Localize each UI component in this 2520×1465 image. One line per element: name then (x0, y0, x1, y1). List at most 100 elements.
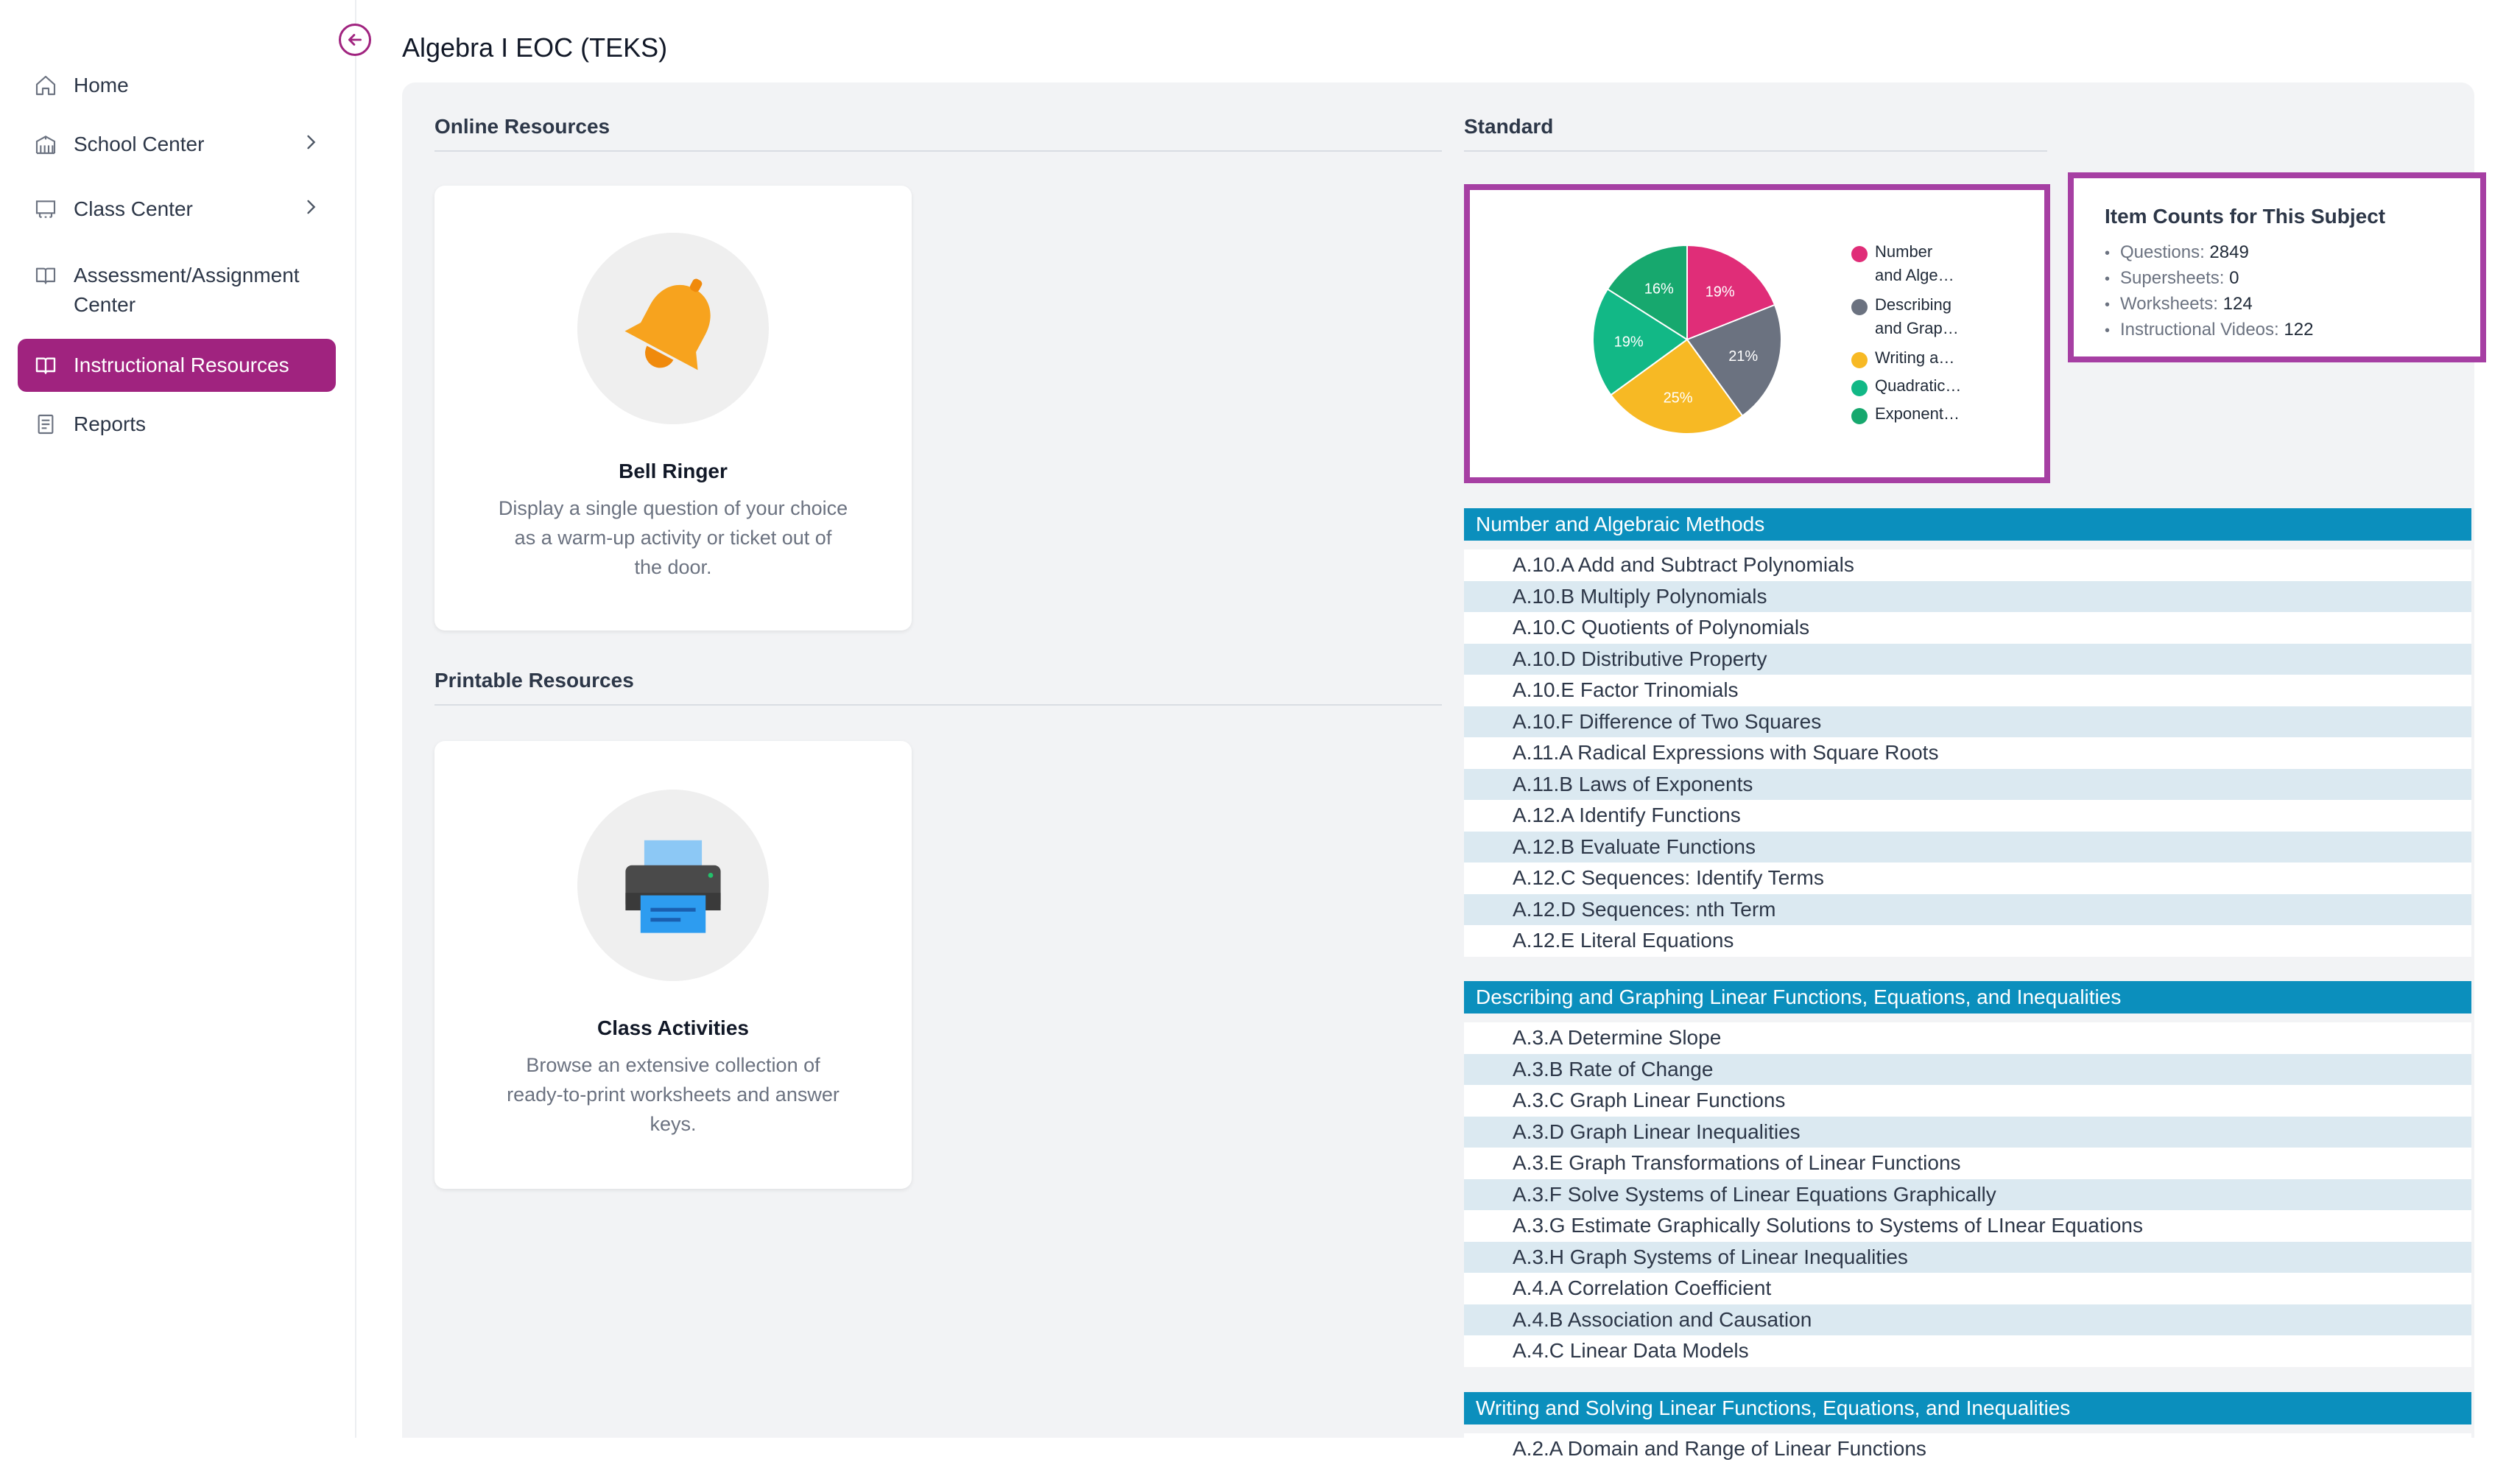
count-label: Instructional Videos: (2120, 320, 2279, 340)
card-description-line: the door. (634, 556, 712, 578)
sidebar-item-label-line2: Center (74, 293, 136, 316)
pie-slice-label: 19% (1614, 334, 1644, 350)
count-value: 122 (2284, 320, 2314, 340)
pie-slice[interactable] (1592, 288, 1689, 396)
card-description-line: Display a single question of your choice (498, 497, 848, 519)
legend-label: Describing (1875, 295, 1951, 314)
standard-row[interactable]: A.3.D Graph Linear Inequalities (1464, 1116, 2471, 1148)
open-book-icon (31, 351, 60, 380)
standard-group-heading[interactable]: Number and Algebraic Methods (1464, 508, 2471, 541)
report-icon (31, 410, 60, 439)
standard-row[interactable]: A.12.B Evaluate Functions (1464, 831, 2471, 863)
printable-resources-heading: Printable Resources (434, 669, 1442, 706)
sidebar-item-label: Reports (74, 412, 147, 435)
card-description-line: keys. (650, 1113, 697, 1135)
standard-row[interactable]: A.10.D Distributive Property (1464, 643, 2471, 675)
card-title: Bell Ringer (619, 460, 728, 482)
standard-row[interactable]: A.4.A Correlation Coefficient (1464, 1273, 2471, 1304)
book-icon (31, 261, 60, 290)
chevron-right-icon (300, 196, 321, 225)
legend-item[interactable]: Number and Alge… (1851, 240, 1954, 287)
standard-row[interactable]: A.12.C Sequences: Identify Terms (1464, 863, 2471, 894)
item-counts-title: Item Counts for This Subject (2105, 205, 2386, 228)
printer-icon-circle (577, 790, 769, 981)
legend-item[interactable]: Quadratic… (1851, 374, 1962, 398)
standard-heading: Standard (1464, 115, 2047, 152)
item-count-questions: Questions: 2849 (2105, 240, 2313, 266)
sidebar-item-label: Class Center (74, 197, 193, 220)
legend-label: Writing a… (1875, 348, 1955, 367)
count-label: Worksheets: (2120, 294, 2218, 314)
standard-row[interactable]: A.11.B Laws of Exponents (1464, 768, 2471, 800)
legend-dot (1851, 408, 1868, 424)
pie-slice-label: 25% (1664, 390, 1693, 406)
standard-group: Number and Algebraic Methods A.10.A Add a… (1464, 508, 2471, 957)
pie-chart: 19% 21% 25% 19% 16% (1592, 244, 1782, 435)
sidebar-item-assessment-center[interactable]: Assessment/Assignment Center (18, 261, 336, 320)
standard-pie-chart-box: 19% 21% 25% 19% 16% Number and Alge… Describin… (1464, 184, 2050, 483)
sidebar-item-label: Home (74, 74, 129, 96)
pie-slice[interactable] (1606, 244, 1688, 341)
legend-dot (1851, 380, 1868, 396)
pie-slice-label: 21% (1728, 348, 1758, 365)
standard-row[interactable]: A.10.A Add and Subtract Polynomials (1464, 549, 2471, 581)
sidebar-item-home[interactable]: Home (18, 71, 336, 100)
standard-row[interactable]: A.12.A Identify Functions (1464, 800, 2471, 832)
standard-row[interactable]: A.3.F Solve Systems of Linear Equations … (1464, 1178, 2471, 1210)
legend-label: Number (1875, 242, 1933, 261)
standard-row[interactable]: A.10.B Multiply Polynomials (1464, 580, 2471, 612)
sidebar-item-instructional-resources[interactable]: Instructional Resources (18, 339, 336, 392)
standard-row[interactable]: A.11.A Radical Expressions with Square R… (1464, 737, 2471, 769)
standard-row[interactable]: A.3.B Rate of Change (1464, 1053, 2471, 1085)
pie-slice[interactable] (1610, 338, 1744, 435)
standard-row[interactable]: A.3.E Graph Transformations of Linear Fu… (1464, 1148, 2471, 1179)
legend-label: Quadratic… (1875, 376, 1962, 395)
legend-item[interactable]: Exponent… (1851, 402, 1960, 426)
count-value: 0 (2229, 268, 2239, 288)
standard-row[interactable]: A.3.H Graph Systems of Linear Inequaliti… (1464, 1241, 2471, 1273)
card-description-line: ready-to-print worksheets and answer (507, 1083, 840, 1106)
pie-slice[interactable] (1686, 244, 1776, 341)
count-label: Questions: (2120, 242, 2205, 262)
standard-row[interactable]: A.10.C Quotients of Polynomials (1464, 612, 2471, 644)
standard-group-heading[interactable]: Describing and Graphing Linear Functions… (1464, 981, 2471, 1013)
standard-row[interactable]: A.3.G Estimate Graphically Solutions to … (1464, 1210, 2471, 1242)
page-title: Algebra I EOC (TEKS) (402, 32, 668, 63)
standard-row[interactable]: A.10.F Difference of Two Squares (1464, 706, 2471, 737)
home-icon (31, 71, 60, 100)
sidebar-item-reports[interactable]: Reports (18, 410, 336, 439)
bell-icon (624, 278, 711, 370)
legend-item[interactable]: Describing and Grap… (1851, 293, 1959, 340)
sidebar-item-class-center[interactable]: Class Center (18, 194, 336, 224)
standard-row[interactable]: A.12.E Literal Equations (1464, 925, 2471, 957)
legend-label: Exponent… (1875, 404, 1960, 423)
card-description-line: Browse an extensive collection of (526, 1054, 820, 1076)
standard-row[interactable]: A.10.E Factor Trinomials (1464, 675, 2471, 706)
standard-row[interactable]: A.4.B Association and Causation (1464, 1304, 2471, 1335)
standard-row[interactable]: A.3.A Determine Slope (1464, 1022, 2471, 1054)
standard-row[interactable]: A.12.D Sequences: nth Term (1464, 893, 2471, 925)
legend-dot (1851, 299, 1868, 315)
pie-slice-label: 19% (1706, 284, 1735, 300)
printer-icon (625, 840, 721, 933)
collapse-sidebar-button[interactable] (339, 24, 371, 56)
count-value: 2849 (2209, 242, 2249, 262)
standard-group: Describing and Graphing Linear Functions… (1464, 981, 2471, 1367)
pie-slice[interactable] (1686, 303, 1782, 417)
standard-row[interactable]: A.3.C Graph Linear Functions (1464, 1085, 2471, 1117)
card-description-line: as a warm-up activity or ticket out of (514, 527, 832, 549)
sidebar-item-label: Assessment/Assignment (74, 264, 300, 287)
standard-group-heading[interactable]: Writing and Solving Linear Functions, Eq… (1464, 1392, 2471, 1424)
item-count-worksheets: Worksheets: 124 (2105, 292, 2313, 317)
item-count-supersheets: Supersheets: 0 (2105, 266, 2313, 292)
sidebar-item-label: School Center (74, 133, 205, 155)
count-label: Supersheets: (2120, 268, 2225, 288)
standard-row[interactable]: A.4.C Linear Data Models (1464, 1335, 2471, 1367)
bell-ringer-card[interactable]: Bell Ringer Display a single question of… (434, 186, 912, 630)
class-activities-card[interactable]: Class Activities Browse an extensive col… (434, 741, 912, 1189)
legend-dot (1851, 352, 1868, 368)
legend-item[interactable]: Writing a… (1851, 346, 1955, 370)
arrow-left-icon (348, 34, 362, 46)
standard-row[interactable]: A.2.A Domain and Range of Linear Functio… (1464, 1433, 2471, 1465)
sidebar-item-school-center[interactable]: School Center (18, 130, 336, 159)
